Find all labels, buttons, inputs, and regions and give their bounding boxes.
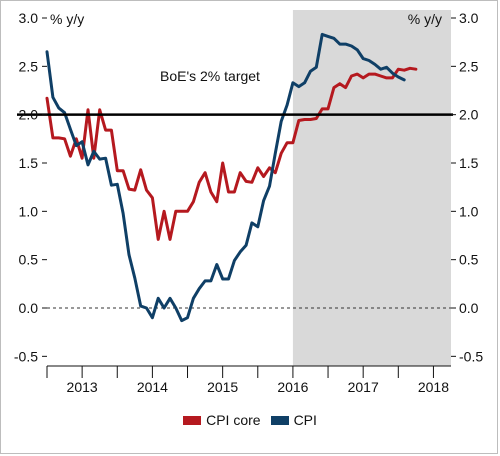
- x-tick-label: 2014: [137, 379, 168, 395]
- y-tick-label-left: -0.5: [14, 348, 38, 364]
- legend-item-cpi: CPI: [270, 412, 317, 428]
- y-tick-label-right: 0.5: [459, 252, 479, 268]
- y-axis-right-label: % y/y: [408, 11, 442, 27]
- y-tick-label-left: 0.5: [19, 252, 39, 268]
- y-tick-label-left: 2.0: [19, 107, 39, 123]
- target-annotation: BoE's 2% target: [160, 68, 260, 84]
- y-tick-label-left: 1.5: [19, 155, 39, 171]
- y-tick-label-left: 0.0: [19, 300, 39, 316]
- series-line-cpi: [45, 32, 406, 323]
- legend-swatch-cpi: [270, 415, 289, 425]
- y-tick-label-right: 1.5: [459, 155, 479, 171]
- y-tick-label-right: 1.0: [459, 203, 479, 219]
- y-tick-label-left: 3.0: [19, 10, 39, 26]
- legend-swatch-cpi-core: [183, 415, 202, 425]
- y-tick-label-right: 0.0: [459, 300, 479, 316]
- x-tick-label: 2013: [67, 379, 98, 395]
- series-line-cpi-core: [45, 66, 418, 241]
- y-axis-left-label: % y/y: [50, 11, 84, 27]
- x-tick-label: 2015: [207, 379, 238, 395]
- y-tick-label-left: 2.5: [19, 58, 39, 74]
- legend: CPI core CPI: [0, 412, 500, 428]
- x-tick-label: 2018: [418, 379, 449, 395]
- legend-item-cpi-core: CPI core: [183, 412, 261, 428]
- y-tick-label-right: 3.0: [459, 10, 479, 26]
- x-tick-label: 2017: [348, 379, 379, 395]
- y-tick-label-left: 1.0: [19, 203, 39, 219]
- y-tick-label-right: 2.0: [459, 107, 479, 123]
- legend-label-cpi: CPI: [293, 412, 317, 428]
- legend-label-cpi-core: CPI core: [206, 412, 261, 428]
- y-tick-label-right: 2.5: [459, 58, 479, 74]
- y-tick-label-right: -0.5: [459, 348, 483, 364]
- shaded-period: [292, 10, 451, 366]
- x-tick-label: 2016: [277, 379, 308, 395]
